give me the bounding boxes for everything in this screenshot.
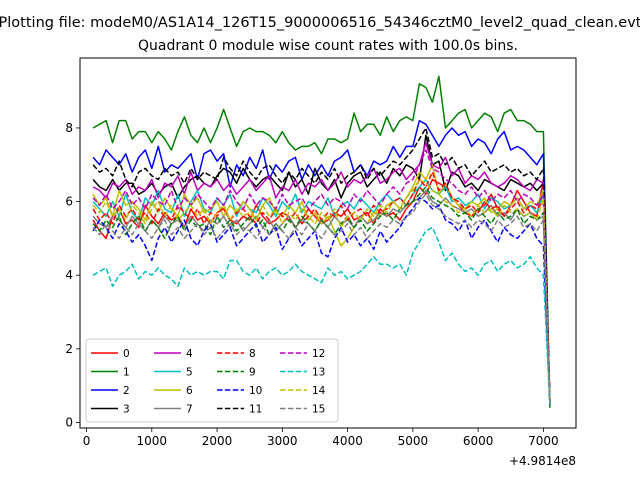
series-line-14 <box>92 178 551 405</box>
y-tick-label: 4 <box>65 268 73 282</box>
legend-box <box>85 338 339 423</box>
series-line-15 <box>92 193 551 405</box>
series-line-4 <box>92 141 551 405</box>
legend-label-14: 14 <box>312 385 326 397</box>
figure-suptitle: Plotting file: modeM0/AS1A14_126T15_9000… <box>0 15 640 31</box>
y-tick-label: 6 <box>65 195 73 209</box>
series-line-10 <box>92 197 551 405</box>
x-tick-label: 3000 <box>267 434 298 448</box>
legend-label-12: 12 <box>312 348 325 360</box>
series-layer <box>92 75 551 408</box>
axes-frame <box>79 57 577 429</box>
series-line-12 <box>92 149 551 405</box>
series-line-1 <box>92 75 551 408</box>
x-tick-label: 2000 <box>202 434 233 448</box>
x-tick-label: 5000 <box>398 434 429 448</box>
y-tick-label: 8 <box>65 121 73 135</box>
plot-area <box>79 57 577 429</box>
series-line-5 <box>92 178 551 405</box>
legend-label-13: 13 <box>312 367 325 379</box>
series-line-2 <box>92 119 551 405</box>
y-tick-label: 0 <box>65 415 73 429</box>
legend-label-0: 0 <box>123 348 130 360</box>
series-line-13 <box>92 226 551 405</box>
x-tick-label: 0 <box>83 434 91 448</box>
chart-title: Quadrant 0 module wise count rates with … <box>138 38 518 54</box>
legend-label-2: 2 <box>123 385 130 397</box>
legend-label-10: 10 <box>249 385 262 397</box>
legend-label-4: 4 <box>186 348 193 360</box>
legend-label-5: 5 <box>186 367 193 379</box>
y-tick-label: 2 <box>65 342 73 356</box>
x-offset-label: +4.9814e8 <box>509 454 576 468</box>
x-tick-label: 6000 <box>463 434 494 448</box>
legend-label-3: 3 <box>123 404 130 416</box>
x-axis: 0 1000 2000 3000 4000 5000 6000 7000 <box>83 428 559 448</box>
legend-label-7: 7 <box>186 404 193 416</box>
x-tick-label: 7000 <box>528 434 559 448</box>
series-line-6 <box>92 164 551 401</box>
legend-label-15: 15 <box>312 404 325 416</box>
legend-label-6: 6 <box>186 385 193 397</box>
legend-label-1: 1 <box>123 367 130 379</box>
legend-label-8: 8 <box>249 348 256 360</box>
legend-label-11: 11 <box>249 404 262 416</box>
x-tick-label: 1000 <box>137 434 168 448</box>
y-axis: 0 2 4 6 8 <box>65 121 80 429</box>
legend-label-9: 9 <box>249 367 256 379</box>
series-line-11 <box>92 127 551 401</box>
series-line-9 <box>92 186 551 405</box>
series-line-3 <box>92 134 551 405</box>
x-tick-label: 4000 <box>332 434 363 448</box>
